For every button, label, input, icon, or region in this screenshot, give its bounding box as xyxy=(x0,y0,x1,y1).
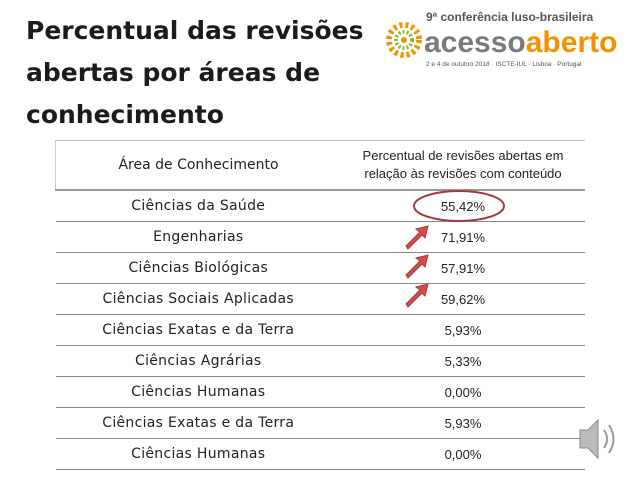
table-body: Ciências da Saúde 55,42% Engenharias 71,91%… xyxy=(55,190,585,470)
area-cell: Ciências Humanas xyxy=(55,438,341,470)
table-row: Ciências da Saúde 55,42% xyxy=(55,190,585,222)
percent-cell: 0,00% xyxy=(341,438,585,470)
percent-cell: 5,33% xyxy=(341,345,585,377)
speaker-icon xyxy=(579,418,615,460)
area-cell: Ciências Exatas e da Terra xyxy=(55,407,341,439)
area-cell: Ciências da Saúde xyxy=(55,190,341,222)
slide-title: Percentual das revisões abertas por área… xyxy=(26,16,364,129)
area-cell: Ciências Exatas e da Terra xyxy=(55,314,341,346)
header-cell: Área de Conhecimento xyxy=(55,140,341,191)
logo-edition: 9ª conferência luso-brasileira xyxy=(426,10,594,24)
percent-cell: 59,62% xyxy=(341,283,585,315)
area-cell: Ciências Humanas xyxy=(55,376,341,408)
table-row: Ciências Exatas e da Terra 5,93% xyxy=(55,314,585,346)
area-cell: Ciências Sociais Aplicadas xyxy=(55,283,341,315)
percent-cell: 5,93% xyxy=(341,407,585,439)
percent-cell: 55,42% xyxy=(341,190,585,222)
percent-cell: 71,91% xyxy=(341,221,585,253)
logo-dots xyxy=(386,22,422,58)
table-row: Ciências Exatas e da Terra 5,93% xyxy=(55,407,585,439)
logo-name: acessoaberto xyxy=(424,26,617,59)
table-row: Ciências Sociais Aplicadas 59,62% xyxy=(55,283,585,315)
percent-cell: 0,00% xyxy=(341,376,585,408)
logo: 9ª conferência luso-brasileira acessoabe… xyxy=(386,10,617,68)
table-row: Ciências Biológicas 57,91% xyxy=(55,252,585,284)
area-cell: Engenharias xyxy=(55,221,341,253)
header-cell: Percentual de revisões abertas em relaçã… xyxy=(341,140,585,191)
percent-cell: 57,91% xyxy=(341,252,585,284)
table-row: Ciências Humanas 0,00% xyxy=(55,376,585,408)
data-table: Área de Conhecimento Percentual de revis… xyxy=(55,140,585,470)
table-row: Engenharias 71,91% xyxy=(55,221,585,253)
table-row: Ciências Agrárias 5,33% xyxy=(55,345,585,377)
logo-details: 2 e 4 de outubro 2018 · ISCTE-IUL · Lisb… xyxy=(426,61,582,68)
header-row: Área de Conhecimento Percentual de revis… xyxy=(55,140,585,191)
table-row: Ciências Humanas 0,00% xyxy=(55,438,585,470)
logo-name-1: acesso xyxy=(424,26,526,59)
area-cell: Ciências Biológicas xyxy=(55,252,341,284)
logo-name-2: aberto xyxy=(526,26,618,59)
area-cell: Ciências Agrárias xyxy=(55,345,341,377)
percent-cell: 5,93% xyxy=(341,314,585,346)
